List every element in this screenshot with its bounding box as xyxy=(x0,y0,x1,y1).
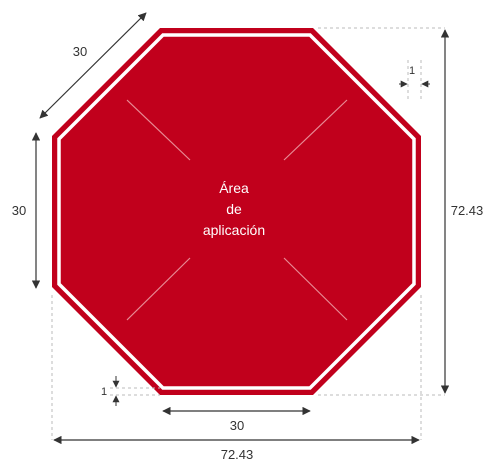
area-label-line-3: aplicación xyxy=(203,222,265,238)
area-label: Área de aplicación xyxy=(203,180,265,238)
dimension-label-bottom-side: 30 xyxy=(230,418,244,433)
octagon-white-border xyxy=(57,33,416,390)
border-label-right: 1 xyxy=(409,65,415,77)
dimension-label-diagonal: 30 xyxy=(73,44,87,59)
area-label-line-1: Área xyxy=(219,180,249,196)
dimension-label-total-width: 72.43 xyxy=(221,447,254,462)
dimension-label-left: 30 xyxy=(12,203,26,218)
area-label-line-2: de xyxy=(226,201,242,217)
dashed-guides xyxy=(51,27,445,440)
inner-guide-lines xyxy=(126,99,348,321)
border-label-bottom: 1 xyxy=(101,386,107,398)
dimension-label-right: 72.43 xyxy=(451,203,484,218)
dimension-line-diagonal xyxy=(39,12,147,119)
